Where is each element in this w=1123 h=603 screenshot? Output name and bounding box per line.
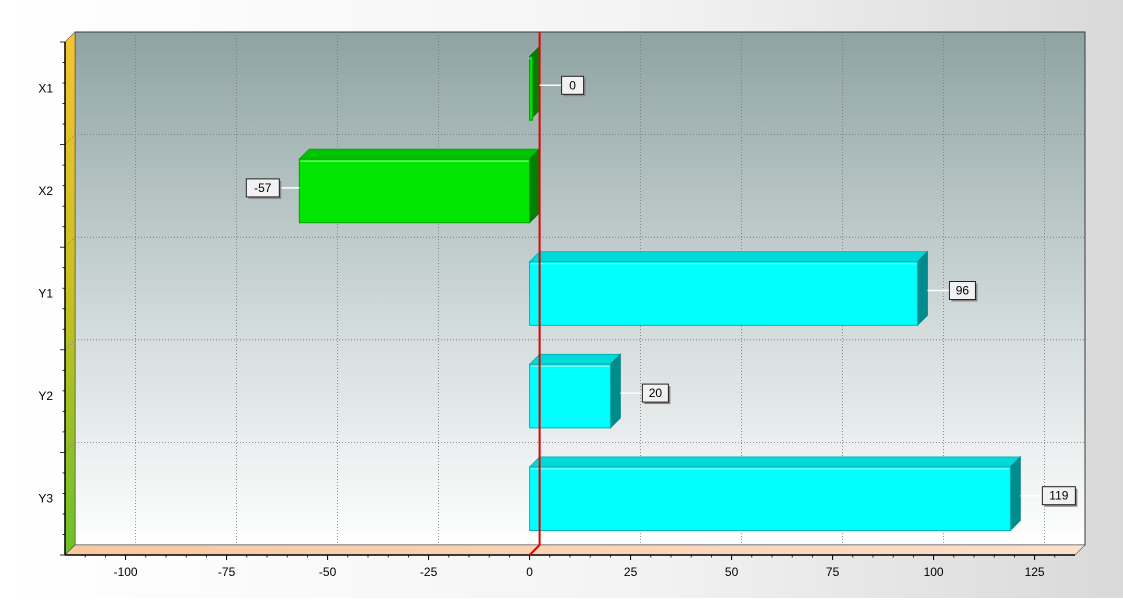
data-label: -57 [254,181,272,195]
data-label-box [948,281,976,300]
y-category-label: X1 [38,81,53,95]
bar-front-face [529,261,918,326]
data-label-box [561,75,585,95]
bar-front-face [529,55,534,121]
x-tick-label: 100 [924,565,944,579]
data-label: 96 [956,284,970,298]
bar-side-face [917,250,928,327]
data-label: 0 [569,78,576,92]
x-tick-label: -100 [114,565,138,579]
x-tick-label: -50 [319,565,337,579]
zero-reference-line [528,32,541,556]
x-tick-label: 75 [826,565,840,579]
left-wall [64,31,76,556]
data-label: 20 [649,386,663,400]
bar-x1 [528,45,540,122]
data-label-box [641,383,669,403]
grid: -100 -75 -50 -25 0 25 50 75 100 125 [60,32,1085,579]
bar-top-face [528,456,1022,468]
bar-front-face [529,363,611,429]
x-tick-label: 50 [725,565,739,579]
bar-top-face [528,251,929,263]
bar-side-face [529,148,540,224]
y-category-label: X2 [38,184,53,198]
x-tick-label: -75 [218,565,236,579]
data-label-box [245,178,280,198]
x-tick-label: 25 [624,565,638,579]
data-label-box [1041,486,1076,506]
bar-y3 [528,455,1022,532]
bar-top-face [528,353,622,365]
x-tick-label: 125 [1025,565,1045,579]
bar-front-face [298,158,531,224]
bar-top-face [298,148,541,160]
x-tick-label: 0 [526,565,533,579]
y-category-label: Y2 [38,389,53,403]
data-label: 119 [1049,489,1068,503]
bar-side-face [610,353,621,429]
reference-line [528,32,541,556]
bar-y1 [528,250,929,327]
x-tick-label: -25 [420,565,438,579]
bar-front-face [529,466,1011,532]
y-category-label: Y3 [38,492,53,506]
labels: X1 0 X2 -57 Y1 96 Y2 20 Y3 119 [38,75,1078,507]
bar-x2 [298,148,541,224]
y-category-label: Y1 [38,287,53,301]
bar-y2 [528,353,622,429]
floor [64,544,1086,556]
bar-side-face [1009,455,1021,532]
